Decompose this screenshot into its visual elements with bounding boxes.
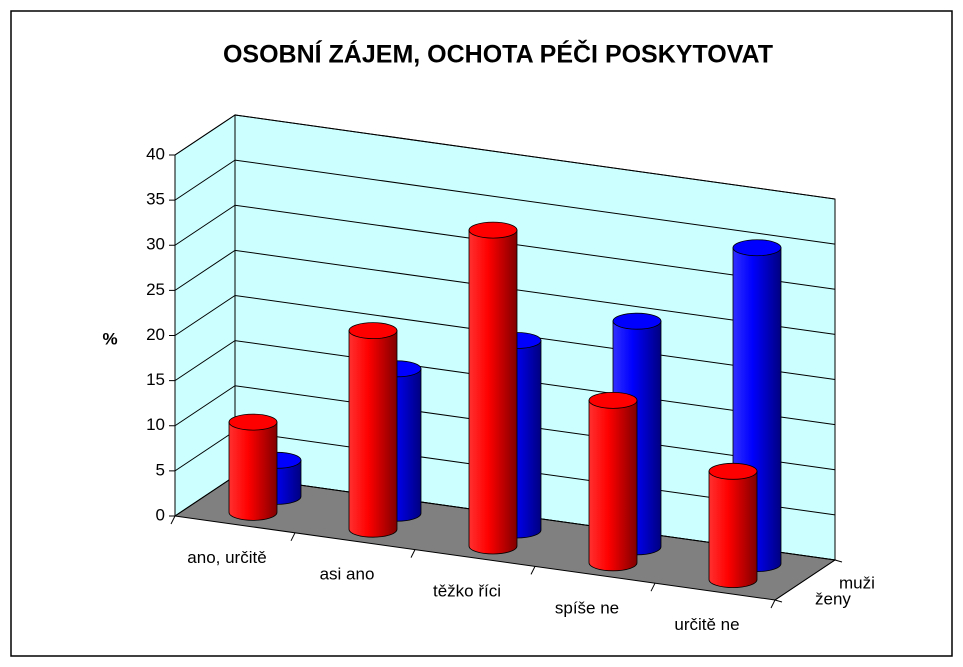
y-tick-label: 40 [146, 144, 165, 163]
series-label: ženy [815, 589, 851, 608]
bar [348, 330, 398, 538]
grid-line [174, 204, 836, 290]
x-tick-label: spíše ne [555, 598, 619, 617]
x-tick [290, 532, 296, 542]
depth-tick [774, 599, 783, 603]
x-tick-label: asi ano [320, 565, 375, 584]
x-tick [170, 515, 176, 525]
bar [228, 421, 278, 521]
grid-line [174, 249, 836, 335]
y-tick-label: 30 [146, 235, 165, 254]
bar [588, 399, 638, 572]
bar [468, 229, 518, 555]
bar-cap [708, 462, 758, 480]
grid-line [174, 159, 836, 245]
y-tick-label: 5 [156, 460, 165, 479]
series-label: muži [839, 573, 875, 592]
x-tick-label: těžko říci [433, 581, 501, 600]
bar-cap [348, 322, 398, 340]
x-tick-label: ano, určitě [187, 548, 266, 567]
y-axis-label: % [102, 329, 117, 348]
y-tick-label: 35 [146, 190, 165, 209]
bar-cap [732, 239, 782, 257]
y-tick-label: 0 [156, 505, 165, 524]
y-tick-label: 15 [146, 370, 165, 389]
bar [708, 470, 758, 588]
bar-cap [612, 312, 662, 330]
bar-cap [468, 221, 518, 239]
depth-axis [774, 559, 836, 601]
y-tick-label: 20 [146, 325, 165, 344]
x-tick [770, 599, 776, 609]
x-tick [410, 549, 416, 558]
depth-tick [834, 559, 843, 563]
x-tick [530, 566, 536, 575]
y-tick-label: 25 [146, 280, 165, 299]
y-tick-label: 10 [146, 415, 165, 434]
bar-cap [588, 391, 638, 409]
x-tick [650, 582, 656, 592]
bar-cap [228, 413, 278, 431]
grid-line [174, 114, 836, 200]
x-tick-label: určitě ne [674, 615, 739, 634]
chart-title: OSOBNÍ ZÁJEM, OCHOTA PÉČI POSKYTOVAT [223, 39, 773, 69]
